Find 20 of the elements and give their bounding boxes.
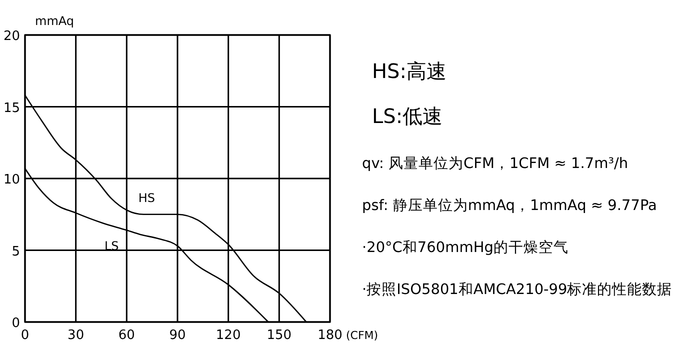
text: qv: 风量单位为CFM，1CFM ≈ 1.7m³/h	[362, 155, 628, 172]
x-tick-label: 120	[216, 328, 241, 343]
x-tick-label: 90	[169, 328, 186, 343]
y-tick-label: 0	[12, 316, 20, 331]
text: HS:高速	[372, 59, 446, 83]
x-tick-label: 30	[68, 328, 84, 343]
y-axis-title: mmAq	[35, 14, 74, 28]
y-tick-label: 5	[12, 244, 20, 260]
text: LS:低速	[372, 104, 443, 128]
y-tick-label: 15	[3, 100, 20, 116]
text: ·按照ISO5801和AMCA210-99标准的性能数据	[362, 281, 672, 298]
x-axis-title: (CFM)	[346, 329, 378, 342]
text: ·20°C和760mmHg的干燥空气	[362, 239, 568, 256]
text: psf: 静压单位为mmAq，1mmAq ≈ 9.77Pa	[362, 197, 657, 214]
y-tick-label: 20	[3, 29, 20, 44]
x-tick-label: 60	[118, 328, 135, 343]
series-label: HS	[138, 191, 155, 206]
y-tick-label: 10	[3, 172, 20, 188]
x-tick-label: 150	[266, 328, 292, 343]
x-tick-label: 180	[318, 328, 342, 343]
